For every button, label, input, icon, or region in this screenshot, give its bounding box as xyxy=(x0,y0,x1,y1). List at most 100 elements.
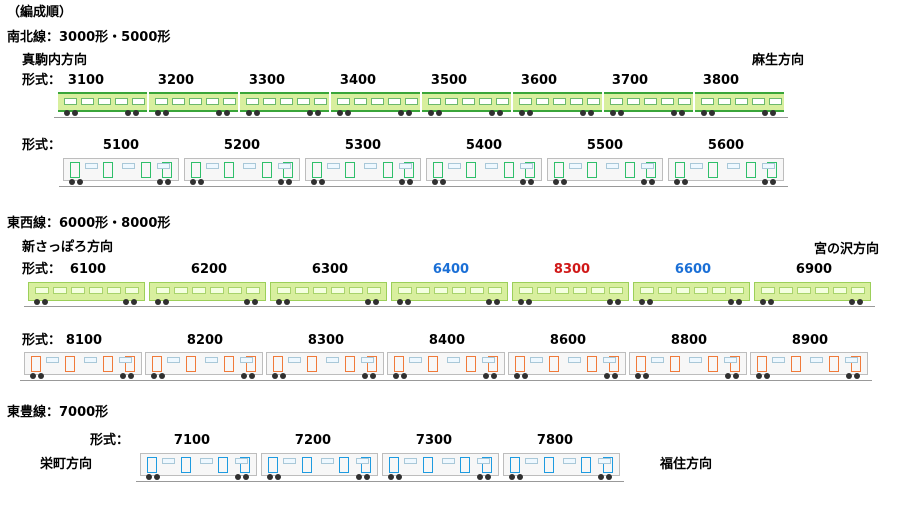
car-door xyxy=(791,356,801,372)
car-window xyxy=(246,98,259,105)
wheel-icon xyxy=(849,299,855,305)
car-door xyxy=(262,162,272,178)
car-number-label: 7100 xyxy=(173,433,211,448)
wheel-icon xyxy=(639,299,645,305)
car-door xyxy=(312,162,322,178)
car-window xyxy=(223,98,236,105)
car-door xyxy=(307,356,317,372)
wheel-icon xyxy=(249,373,255,379)
wheel-icon xyxy=(319,179,325,185)
car-door xyxy=(554,162,564,178)
car-window xyxy=(107,287,121,294)
wheel-icon xyxy=(131,299,137,305)
wheel-icon xyxy=(604,373,610,379)
wheel-icon xyxy=(146,474,152,480)
wheel-icon xyxy=(519,110,525,116)
wheel-icon xyxy=(483,373,489,379)
car-window xyxy=(192,287,206,294)
wheel-icon xyxy=(34,299,40,305)
car-number-label: 3100 xyxy=(67,73,105,88)
wheel-icon xyxy=(635,373,641,379)
car-door xyxy=(383,162,393,178)
car-window xyxy=(479,98,492,105)
wheel-icon xyxy=(190,179,196,185)
car-window xyxy=(694,287,708,294)
car-door xyxy=(31,356,41,372)
wheel-icon xyxy=(610,110,616,116)
wheel-icon xyxy=(436,110,442,116)
wheel-icon xyxy=(373,299,379,305)
car-window xyxy=(157,163,170,169)
wheel-icon xyxy=(857,299,863,305)
car-window xyxy=(445,98,458,105)
direction-right-toho: 福住方向 xyxy=(660,457,713,472)
car-window xyxy=(485,163,498,169)
car-window xyxy=(772,357,785,363)
wheel-icon xyxy=(406,110,412,116)
car-window xyxy=(206,98,219,105)
wheel-icon xyxy=(671,110,677,116)
wheel-icon xyxy=(736,299,742,305)
car-door xyxy=(152,356,162,372)
car-window xyxy=(89,287,103,294)
wheel-icon xyxy=(701,110,707,116)
wheel-icon xyxy=(30,373,36,379)
car-window xyxy=(167,357,180,363)
car-number-label: 5400 xyxy=(465,138,503,153)
car-window xyxy=(404,458,417,464)
car-window xyxy=(553,98,566,105)
car-door xyxy=(273,356,283,372)
car-number-label: 6300 xyxy=(311,262,349,277)
wheel-icon xyxy=(163,299,169,305)
train-car xyxy=(750,352,868,375)
wheel-icon xyxy=(486,299,492,305)
wheel-icon xyxy=(760,299,766,305)
car-number-label: 8800 xyxy=(670,333,708,348)
car-door xyxy=(367,356,377,372)
car-window xyxy=(661,98,674,105)
car-door xyxy=(466,162,476,178)
train-car xyxy=(426,158,542,181)
car-door xyxy=(482,457,492,473)
car-window xyxy=(210,287,224,294)
direction-right-namboku: 麻生方向 xyxy=(752,53,805,68)
car-window xyxy=(280,98,293,105)
wheel-icon xyxy=(770,179,776,185)
car-window xyxy=(525,458,538,464)
car-number-label: 8900 xyxy=(791,333,829,348)
car-window xyxy=(200,458,213,464)
car-door xyxy=(103,162,113,178)
train-car xyxy=(508,352,626,375)
wheel-icon xyxy=(728,299,734,305)
car-window xyxy=(676,287,690,294)
car-window xyxy=(354,98,367,105)
car-window xyxy=(321,458,334,464)
wheel-icon xyxy=(615,299,621,305)
car-door xyxy=(504,162,514,178)
car-door xyxy=(466,356,476,372)
train-car xyxy=(331,92,420,112)
wheel-icon xyxy=(364,474,370,480)
car-window xyxy=(627,98,640,105)
wheel-icon xyxy=(762,179,768,185)
car-window xyxy=(119,357,132,363)
car-window xyxy=(496,98,509,105)
wheel-icon xyxy=(846,373,852,379)
car-door xyxy=(404,162,414,178)
car-door xyxy=(361,457,371,473)
car-window xyxy=(591,287,605,294)
car-number-label: 7300 xyxy=(415,433,453,448)
car-window xyxy=(174,287,188,294)
wheel-icon xyxy=(286,179,292,185)
wheel-icon xyxy=(345,110,351,116)
wheel-icon xyxy=(509,474,515,480)
car-window xyxy=(416,287,430,294)
car-window xyxy=(555,287,569,294)
wheel-icon xyxy=(241,373,247,379)
car-number-label: 8200 xyxy=(186,333,224,348)
car-door xyxy=(708,356,718,372)
car-number-label: 5300 xyxy=(344,138,382,153)
train-car xyxy=(140,453,257,476)
line-title-toho: 東豊線：7000形 xyxy=(7,405,109,420)
car-window xyxy=(851,287,865,294)
